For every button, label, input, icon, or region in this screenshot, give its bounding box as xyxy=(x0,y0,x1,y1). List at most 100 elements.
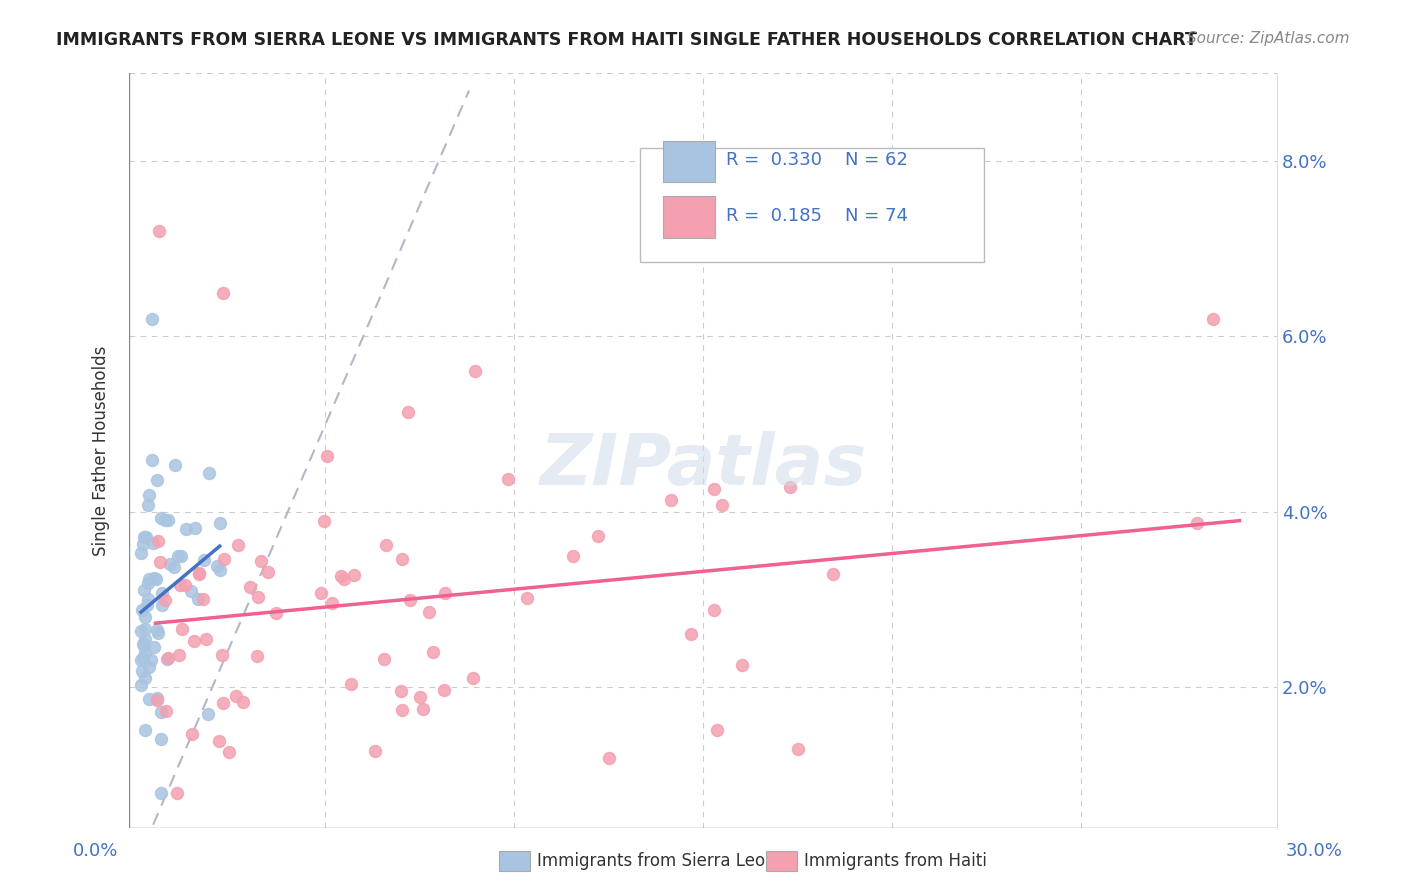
Point xyxy=(148,224,170,238)
Point xyxy=(264,607,287,621)
Point xyxy=(159,558,181,572)
Point xyxy=(679,626,702,640)
Point xyxy=(142,536,165,550)
Point xyxy=(659,493,682,508)
Point xyxy=(212,551,235,566)
Point xyxy=(141,452,163,467)
Point xyxy=(134,723,156,738)
Point xyxy=(180,583,202,598)
Point xyxy=(153,513,176,527)
Point xyxy=(391,551,413,566)
Point xyxy=(391,703,413,717)
Point xyxy=(779,480,801,494)
Point xyxy=(180,727,202,741)
Point xyxy=(316,449,339,463)
Point xyxy=(132,650,155,665)
Point xyxy=(157,513,180,527)
Point xyxy=(364,744,387,758)
Point xyxy=(149,555,172,569)
Point xyxy=(187,566,209,581)
Point xyxy=(329,569,352,583)
Point xyxy=(375,538,398,552)
Point xyxy=(239,581,262,595)
Point xyxy=(135,530,157,544)
Point xyxy=(169,578,191,592)
Point xyxy=(433,586,456,600)
Point xyxy=(373,652,395,666)
Point xyxy=(333,572,356,586)
Point xyxy=(150,585,173,599)
Point xyxy=(134,671,156,685)
Point xyxy=(138,659,160,673)
Point xyxy=(703,483,725,497)
Point xyxy=(1187,516,1209,531)
Point xyxy=(225,690,247,704)
Point xyxy=(463,671,485,685)
Point xyxy=(143,571,166,585)
Point xyxy=(422,645,444,659)
Point xyxy=(187,566,209,581)
Point xyxy=(516,591,538,605)
Point xyxy=(496,472,519,486)
Point xyxy=(314,514,336,528)
Point xyxy=(207,734,229,748)
Point xyxy=(1202,311,1225,326)
Point xyxy=(561,549,583,563)
Point xyxy=(187,592,209,607)
Point xyxy=(148,626,170,640)
Point xyxy=(343,567,366,582)
Point xyxy=(399,593,422,607)
Point xyxy=(174,522,197,536)
Point xyxy=(340,677,363,691)
Point xyxy=(205,559,228,574)
Point xyxy=(134,646,156,660)
Point xyxy=(211,648,233,662)
Point xyxy=(197,706,219,721)
Point xyxy=(136,598,159,612)
Point xyxy=(193,553,215,567)
Point xyxy=(142,640,165,654)
Point xyxy=(134,632,156,646)
Point xyxy=(167,648,190,662)
Point xyxy=(136,591,159,606)
Point xyxy=(134,582,156,597)
Text: ZIPatlas: ZIPatlas xyxy=(540,431,868,500)
Point xyxy=(131,624,153,638)
Point xyxy=(396,405,419,419)
Point xyxy=(146,623,169,637)
Point xyxy=(464,364,486,378)
Point xyxy=(731,657,754,672)
Text: R =  0.330    N = 62: R = 0.330 N = 62 xyxy=(725,151,908,169)
Point xyxy=(150,732,173,747)
Point xyxy=(134,639,156,653)
Point xyxy=(150,598,173,612)
Point xyxy=(184,521,207,535)
Point xyxy=(250,554,273,568)
Point xyxy=(132,537,155,551)
Text: IMMIGRANTS FROM SIERRA LEONE VS IMMIGRANTS FROM HAITI SINGLE FATHER HOUSEHOLDS C: IMMIGRANTS FROM SIERRA LEONE VS IMMIGRAN… xyxy=(56,31,1197,49)
Point xyxy=(138,572,160,586)
Y-axis label: Single Father Households: Single Father Households xyxy=(93,345,110,556)
Point xyxy=(129,678,152,692)
Point xyxy=(146,473,169,487)
Point xyxy=(418,606,440,620)
Point xyxy=(218,745,240,759)
Point xyxy=(138,691,160,706)
Point xyxy=(208,516,231,530)
Point xyxy=(132,530,155,544)
Point xyxy=(246,648,269,663)
Point xyxy=(246,590,269,604)
Text: 30.0%: 30.0% xyxy=(1286,842,1343,860)
Point xyxy=(823,566,845,581)
Point xyxy=(153,593,176,607)
Point xyxy=(129,653,152,667)
Point xyxy=(131,546,153,560)
Point xyxy=(588,529,610,543)
Point xyxy=(149,786,172,800)
Point xyxy=(134,623,156,637)
Point xyxy=(170,622,193,636)
Point xyxy=(170,549,193,563)
Point xyxy=(183,633,205,648)
Point xyxy=(150,705,173,719)
Point xyxy=(191,592,214,607)
